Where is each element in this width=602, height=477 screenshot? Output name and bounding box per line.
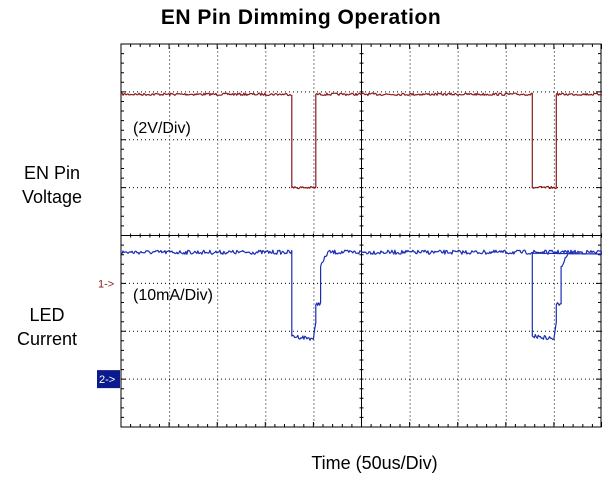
led-current-label: LED Current: [2, 303, 92, 351]
en-pin-voltage-label: EN Pin Voltage: [8, 161, 96, 209]
led-current-label-line2: Current: [16, 329, 78, 349]
x-axis-label: Time (50us/Div): [311, 453, 438, 473]
led-current-trace: [120, 249, 602, 341]
en-pin-scale-label: (2V/Div): [133, 120, 191, 137]
en-pin-voltage-trace: [120, 92, 602, 190]
chart-title: EN Pin Dimming Operation: [160, 6, 442, 29]
scope-grid: [120, 43, 602, 428]
channel-1-marker: 1->: [98, 278, 114, 290]
en-pin-voltage-label-line2: Voltage: [21, 187, 83, 207]
channel-2-marker-box: [97, 370, 120, 389]
scope-labels: (2V/Div) 1-> (10mA/Div) 2->: [97, 120, 213, 389]
graticule-ticks: [120, 43, 602, 428]
channel-2-marker: 2->: [99, 374, 115, 386]
led-current-label-line1: LED: [29, 305, 65, 325]
scope-traces: [120, 92, 602, 341]
en-pin-voltage-label-line1: EN Pin: [23, 163, 81, 183]
led-current-scale-label: (10mA/Div): [133, 287, 213, 304]
